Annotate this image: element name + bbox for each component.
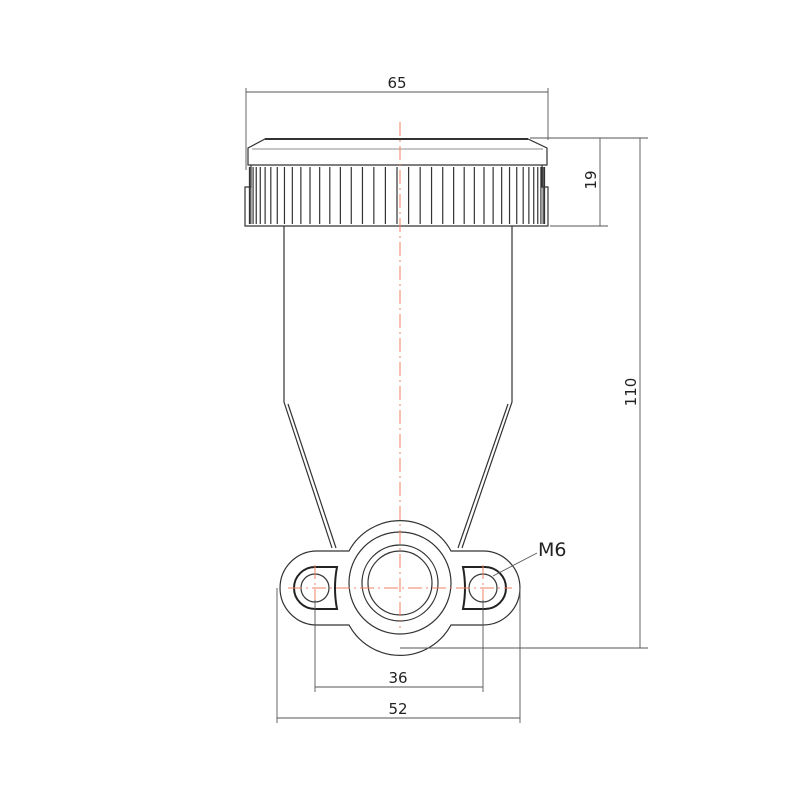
dim-text-110: 110	[622, 378, 640, 407]
dimension-total-height: 110	[400, 138, 648, 649]
body	[283, 226, 513, 549]
dimension-hole-spacing: 36	[314, 600, 484, 692]
thread-label: M6	[538, 539, 566, 561]
dim-text-52: 52	[388, 700, 407, 718]
dim-text-36: 36	[388, 669, 407, 687]
thread-callout: M6	[492, 539, 566, 577]
dimension-cap-height: 19	[530, 137, 648, 227]
centerlines	[288, 122, 512, 628]
dimension-base-width: 52	[276, 588, 521, 723]
dim-text-19: 19	[582, 170, 600, 189]
cap-knurling	[248, 167, 546, 224]
dimension-cap-diameter: 65	[245, 74, 549, 170]
cap	[244, 138, 549, 227]
dim-text-65: 65	[387, 74, 406, 92]
